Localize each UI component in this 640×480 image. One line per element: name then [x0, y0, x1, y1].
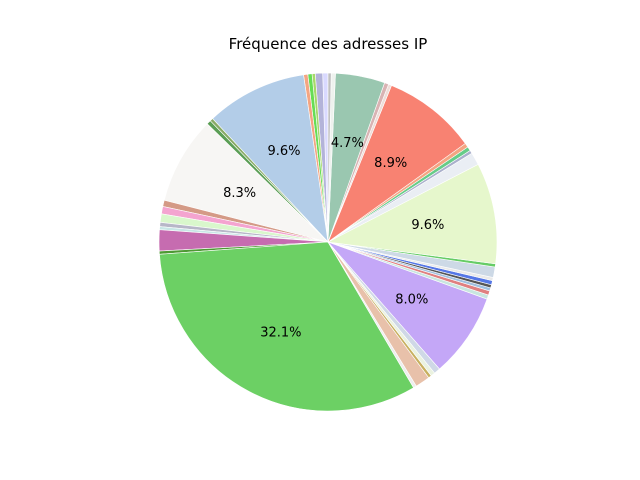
slice-percent-label: 4.7% — [331, 136, 364, 151]
pie-slice — [327, 163, 498, 265]
pie-slice — [327, 72, 332, 243]
slice-percent-label: 32.1% — [260, 325, 301, 340]
pie-slice — [163, 123, 330, 243]
slice-percent-label: 8.9% — [374, 156, 407, 171]
pie-slices — [158, 72, 498, 412]
slice-percent-label: 9.6% — [267, 144, 300, 159]
slice-percent-label: 9.6% — [411, 218, 444, 233]
pie-labels: 9.6% 8.3% 32.1% 8.0% 9.6% 8.9% 4.7% — [223, 136, 444, 340]
slice-percent-label: 8.0% — [395, 293, 428, 308]
pie-slice — [159, 241, 414, 412]
pie-slice — [212, 74, 329, 243]
pie-slice — [327, 85, 466, 243]
chart-title: Fréquence des adresses IP — [229, 35, 428, 53]
slice-percent-label: 8.3% — [223, 186, 256, 201]
